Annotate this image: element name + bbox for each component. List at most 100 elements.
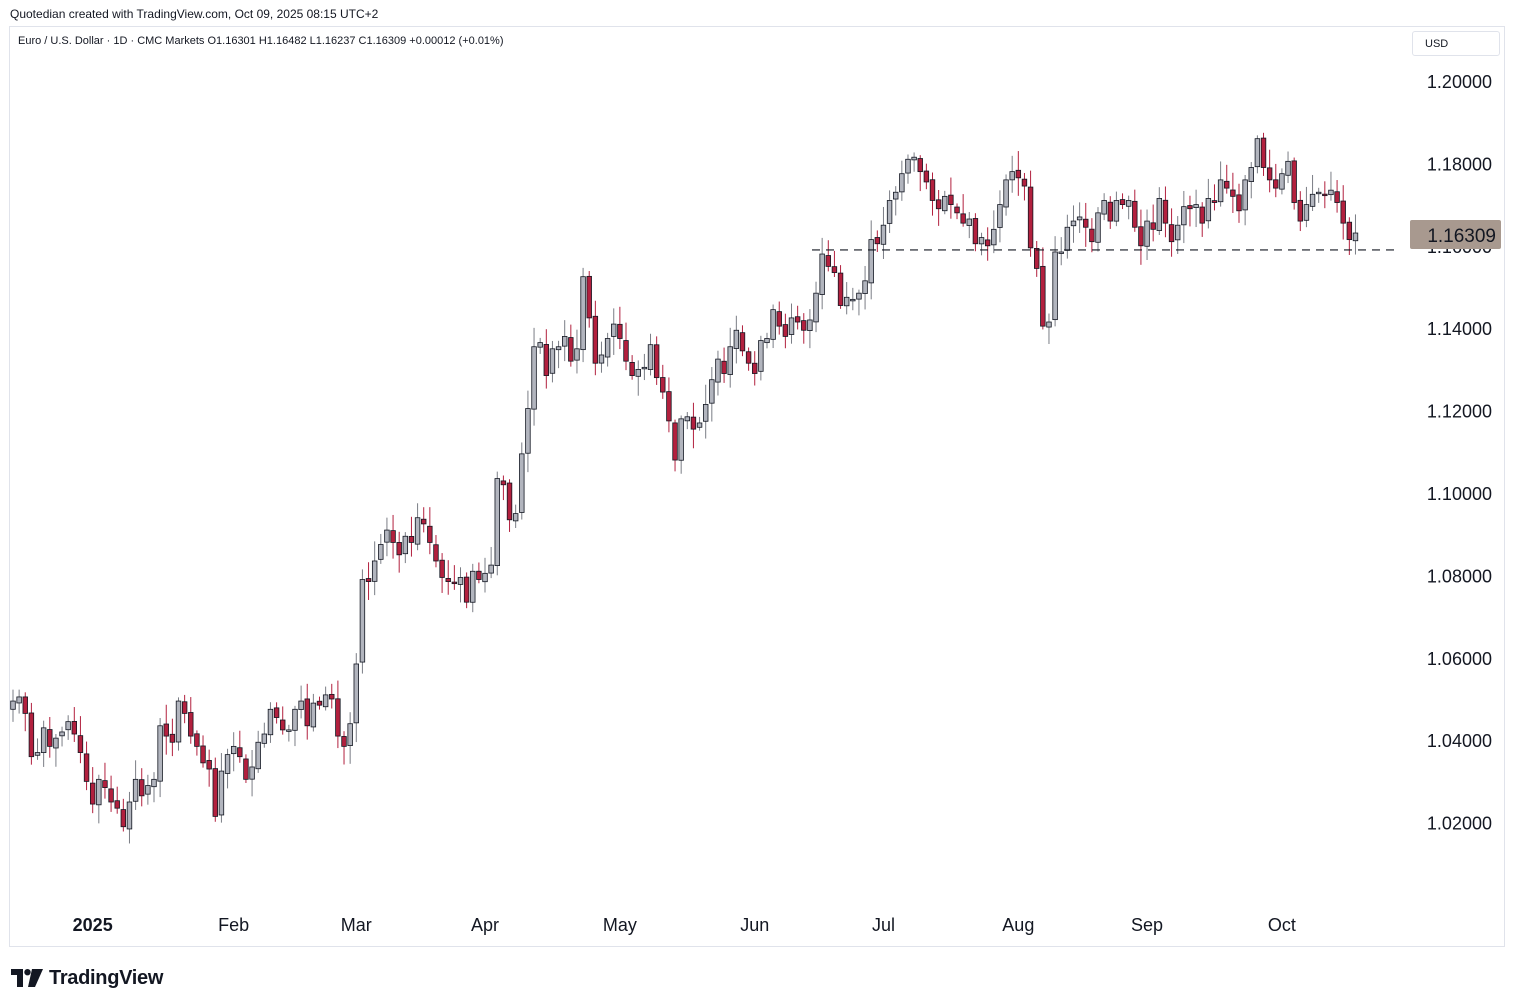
candle (396, 531, 402, 573)
candle (1119, 193, 1126, 210)
candle (1205, 178, 1212, 229)
candle (126, 791, 133, 844)
candle (764, 332, 770, 349)
candle-body (427, 525, 433, 543)
candle-body (157, 725, 163, 782)
candle-body (390, 530, 396, 543)
candle-body (978, 237, 985, 245)
candle-body (580, 276, 586, 351)
time-tick-label: 2025 (73, 915, 113, 935)
candle-body (384, 529, 390, 543)
candle (1101, 193, 1107, 221)
candle-body (972, 218, 979, 245)
candle (151, 772, 157, 803)
candle-body (77, 735, 84, 753)
candle-body (230, 745, 237, 755)
price-tick-label: 1.06000 (1427, 649, 1492, 669)
candle-body (40, 727, 47, 753)
candle-body (709, 379, 715, 404)
candle (715, 350, 721, 396)
candle-body (353, 663, 359, 724)
candle (224, 748, 231, 789)
price-tick-label: 1.14000 (1427, 319, 1492, 339)
candle-body (1279, 173, 1285, 190)
candle (623, 322, 629, 371)
candle-body (1089, 228, 1095, 243)
candle-body (151, 778, 157, 788)
candle (322, 686, 329, 711)
time-tick-label: Feb (218, 915, 249, 935)
candle-body (1260, 137, 1267, 168)
candle (169, 718, 176, 757)
candle-body (65, 721, 71, 731)
candle (280, 706, 286, 735)
candle-body (1070, 220, 1077, 227)
candle (1328, 171, 1334, 201)
candle (801, 313, 807, 344)
candle-body (562, 336, 568, 347)
candle-body (1315, 191, 1322, 195)
candle-body (702, 404, 709, 422)
candle (181, 694, 188, 724)
candle-body (292, 708, 298, 731)
candle (635, 360, 641, 396)
candle-body (752, 362, 758, 374)
candle (1052, 236, 1058, 327)
candle-body (1193, 204, 1199, 209)
candle-body (543, 344, 550, 376)
candle-body (163, 723, 169, 737)
candle (1125, 195, 1132, 220)
candle-body (322, 694, 329, 708)
chart-frame (9, 26, 1505, 947)
candle (89, 767, 96, 814)
candle-body (1150, 222, 1156, 230)
candle (145, 774, 151, 805)
candle (470, 563, 476, 613)
tradingview-brand[interactable]: TradingView (11, 965, 163, 991)
candle (782, 313, 789, 349)
candle-body (1009, 171, 1015, 181)
candle (788, 303, 795, 344)
candle (1150, 204, 1156, 242)
candle-body (286, 729, 292, 732)
candle (966, 211, 972, 239)
candle (132, 760, 139, 810)
candle (568, 324, 574, 367)
candle (237, 730, 243, 763)
candle-body (782, 324, 789, 337)
candle-body (34, 752, 41, 756)
candle-body (433, 544, 439, 562)
candle (433, 535, 439, 568)
candle (194, 730, 200, 756)
candle (1217, 161, 1224, 207)
candle (1064, 214, 1071, 259)
candle (666, 377, 672, 433)
candle-body (1027, 186, 1034, 249)
candle (28, 702, 35, 765)
candle (831, 250, 838, 277)
candle (175, 697, 182, 751)
candle-body (139, 779, 145, 797)
candle-body (831, 266, 838, 273)
currency-selector[interactable]: USD (1412, 31, 1500, 56)
candle (1260, 132, 1267, 176)
candle-body (715, 358, 721, 383)
candle-body (549, 348, 556, 374)
candle-body (1254, 138, 1261, 168)
candle-body (617, 323, 623, 339)
candle-body (1346, 221, 1353, 241)
candle-body (1138, 226, 1144, 247)
candle-body (1242, 179, 1248, 211)
candle (10, 689, 16, 722)
candle (1040, 247, 1046, 330)
candle (629, 355, 635, 380)
candle (874, 230, 881, 253)
price-tick-label: 1.18000 (1427, 154, 1492, 174)
candle (120, 798, 127, 832)
candle-body (1064, 226, 1071, 251)
candle-body (1034, 248, 1040, 269)
candle-body (733, 329, 740, 349)
candle (482, 557, 488, 593)
candle-body (316, 700, 323, 706)
